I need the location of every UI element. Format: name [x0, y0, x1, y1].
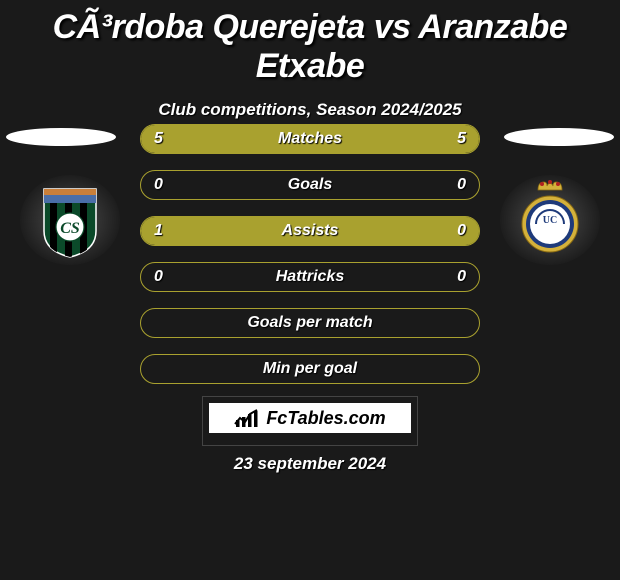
brand-inner: FcTables.com — [209, 403, 411, 433]
bar-row: 10Assists — [140, 216, 480, 246]
bar-label: Assists — [140, 216, 480, 246]
page-subtitle: Club competitions, Season 2024/2025 — [0, 100, 620, 120]
comparison-bars: 55Matches 00Goals 10Assists 00Hattricks Goal… — [140, 124, 480, 400]
svg-text:CS: CS — [60, 220, 80, 237]
bar-label: Goals — [140, 170, 480, 200]
bar-label: Min per goal — [140, 354, 480, 384]
bar-label: Hattricks — [140, 262, 480, 292]
team-right-logo: UC — [500, 175, 600, 265]
brand-chart-icon — [234, 408, 260, 428]
marker-left — [6, 128, 116, 146]
bar-row: 00Goals — [140, 170, 480, 200]
bar-row: 55Matches — [140, 124, 480, 154]
shield-right-icon: UC — [520, 180, 580, 260]
bar-row: 00Hattricks — [140, 262, 480, 292]
shield-left-icon: CS — [38, 181, 102, 259]
page-title: CÃ³rdoba Querejeta vs Aranzabe Etxabe — [0, 0, 620, 86]
date-label: 23 september 2024 — [0, 454, 620, 474]
marker-right — [504, 128, 614, 146]
bar-label: Goals per match — [140, 308, 480, 338]
brand-box: FcTables.com — [202, 396, 418, 446]
team-left-logo: CS — [20, 175, 120, 265]
bar-row: Min per goal — [140, 354, 480, 384]
brand-text: FcTables.com — [266, 408, 385, 429]
bar-label: Matches — [140, 124, 480, 154]
bar-row: Goals per match — [140, 308, 480, 338]
svg-text:UC: UC — [543, 215, 557, 226]
